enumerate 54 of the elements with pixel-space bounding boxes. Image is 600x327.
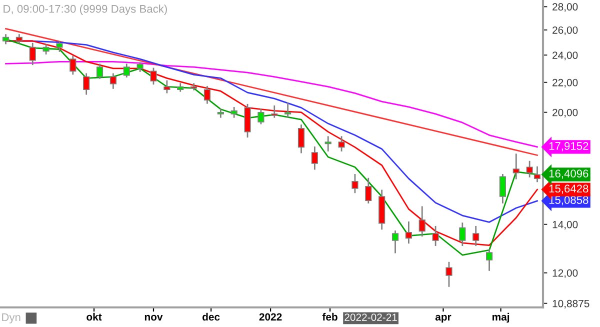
y-tick-label: 20,00 (552, 108, 578, 118)
candlestick (459, 222, 466, 246)
y-tick-label: 14,00 (552, 220, 578, 230)
candlestick (284, 102, 292, 118)
y-tick-label: 28,00 (552, 3, 578, 12)
candlestick (204, 86, 211, 104)
candlestick (534, 166, 541, 182)
candlestick (311, 146, 318, 170)
candlestick (526, 160, 533, 178)
data-label: 17,9152 (549, 142, 588, 152)
x-tick-label: maj (492, 312, 510, 323)
candlestick (486, 249, 493, 271)
y-tick-label: 24,00 (552, 52, 578, 60)
candlestick (110, 73, 117, 89)
data-label: 15,0858 (549, 196, 588, 206)
candlestick (217, 108, 224, 118)
candlestick (392, 230, 399, 254)
candlestick (164, 80, 170, 94)
chart-title: D, 09:00-17:30 (9999 Days Back) (4, 4, 167, 15)
line-series (5, 61, 538, 148)
candlestick (298, 124, 305, 154)
x-tick-label: nov (144, 314, 163, 321)
candlestick (123, 64, 130, 78)
candlestick (405, 221, 412, 244)
text: Dyn (2, 313, 20, 324)
candlestick (352, 174, 358, 194)
candlestick (70, 56, 76, 75)
candlestick (512, 154, 520, 180)
candlestick (258, 108, 264, 124)
candlestick (29, 42, 36, 66)
x-tick-label: 2022 (259, 313, 282, 321)
candlestick (324, 136, 332, 152)
candlestick (96, 64, 104, 79)
y-tick-label: 10,8875 (552, 300, 590, 308)
candlestick (271, 105, 278, 118)
candlestick (446, 262, 452, 287)
candlestick (418, 206, 426, 237)
candlestick (150, 68, 157, 85)
y-tick-label: 26,00 (552, 26, 578, 36)
y-tick-label: 12,00 (552, 269, 578, 278)
x-tick-label: feb (322, 312, 338, 321)
data-label: 16,4096 (549, 170, 588, 179)
y-tick-label: 22,00 (552, 78, 578, 88)
text: 2022-02-21 (344, 314, 397, 321)
candlestick (83, 73, 90, 95)
candlestick (338, 136, 345, 152)
x-tick-label: dec (202, 312, 220, 321)
x-tick-label: okt (86, 312, 102, 321)
x-tick-label: apr (435, 314, 452, 323)
candlestick (230, 106, 238, 118)
candlestick (365, 178, 372, 204)
data-label: 15,6428 (549, 184, 588, 194)
candlestick (499, 174, 506, 204)
candlestick (190, 83, 198, 90)
